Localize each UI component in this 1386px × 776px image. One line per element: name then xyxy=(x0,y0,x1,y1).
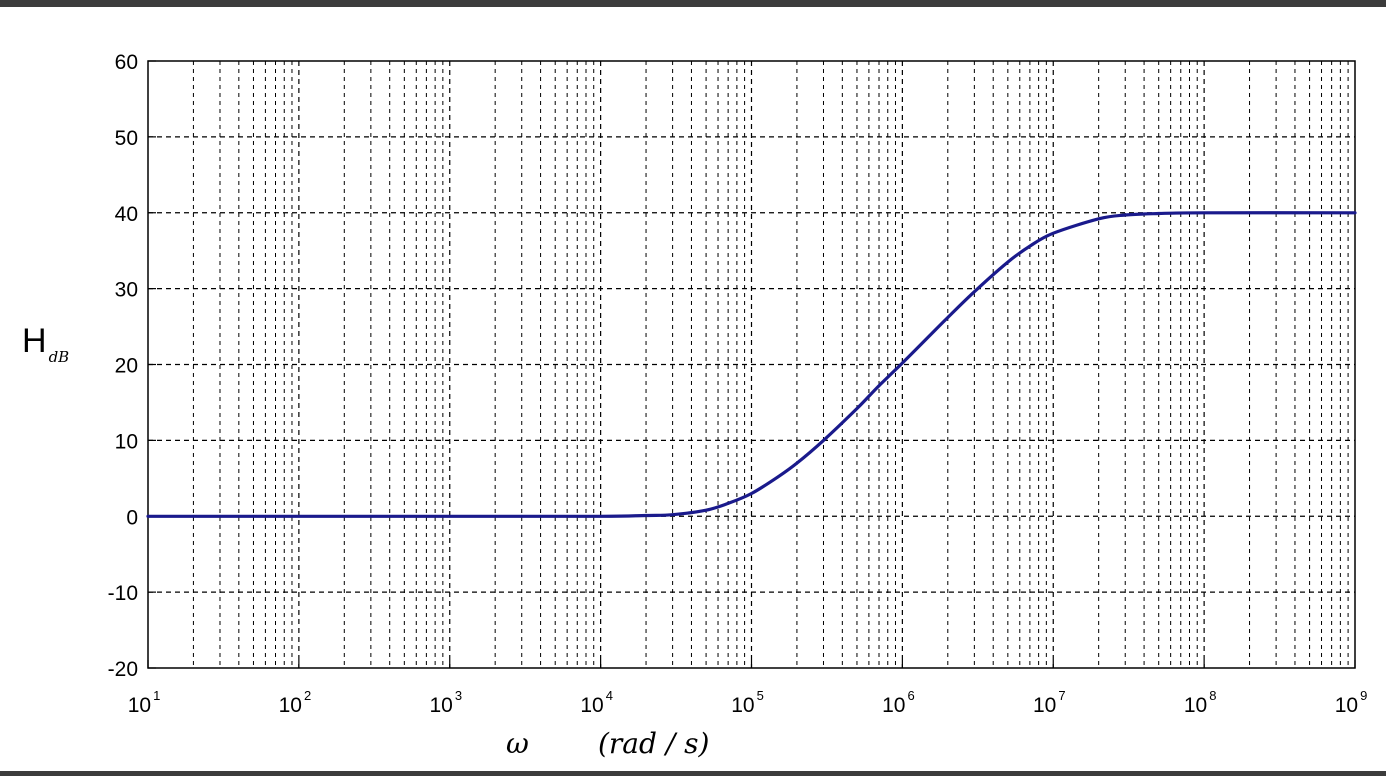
x-axis-unit: (rad / s) xyxy=(598,727,709,760)
x-tick-label-exponent: 2 xyxy=(304,688,311,703)
x-tick-label: 10 9 xyxy=(1335,688,1368,717)
y-axis-label-sub: dB xyxy=(49,348,70,366)
y-tick-label: 40 xyxy=(115,203,138,226)
x-tick-label-base: 10 xyxy=(1335,694,1358,717)
y-tick-label: -10 xyxy=(108,582,138,605)
x-tick-label: 10 3 xyxy=(429,688,462,717)
series-line xyxy=(146,211,1357,518)
y-axis-label-main: H xyxy=(22,322,47,360)
x-tick-label-exponent: 9 xyxy=(1360,688,1367,703)
x-tick-label-base: 10 xyxy=(1184,694,1207,717)
y-tick-label: 60 xyxy=(115,51,138,74)
x-tick-label-base: 10 xyxy=(128,694,151,717)
x-tick-label: 10 7 xyxy=(1033,688,1066,717)
y-tick-label: -20 xyxy=(108,658,138,681)
x-tick-label: 10 1 xyxy=(128,688,161,717)
x-tick-label-exponent: 7 xyxy=(1058,688,1065,703)
x-tick-label-exponent: 1 xyxy=(153,688,160,703)
x-tick-label-base: 10 xyxy=(882,694,905,717)
x-tick-label-base: 10 xyxy=(580,694,603,717)
x-tick-label: 10 2 xyxy=(279,688,312,717)
y-tick-label: 50 xyxy=(115,127,138,150)
grid-lines xyxy=(148,61,1355,668)
x-tick-label-base: 10 xyxy=(279,694,302,717)
y-tick-label: 0 xyxy=(126,506,138,529)
y-tick-label: 30 xyxy=(115,279,138,302)
x-tick-label-base: 10 xyxy=(1033,694,1056,717)
window-bottom-border xyxy=(0,771,1386,776)
window-top-border xyxy=(0,0,1386,7)
x-tick-label-exponent: 6 xyxy=(907,688,914,703)
x-tick-label-exponent: 8 xyxy=(1209,688,1216,703)
x-tick-label-base: 10 xyxy=(731,694,754,717)
x-tick-label-base: 10 xyxy=(429,694,452,717)
y-tick-label: 20 xyxy=(115,355,138,378)
x-tick-label-exponent: 3 xyxy=(455,688,462,703)
x-tick-label: 10 5 xyxy=(731,688,764,717)
x-axis-symbol: ω xyxy=(506,727,529,760)
x-tick-label: 10 8 xyxy=(1184,688,1217,717)
x-tick-label: 10 4 xyxy=(580,688,613,717)
x-tick-label: 10 6 xyxy=(882,688,915,717)
x-tick-label-exponent: 5 xyxy=(757,688,764,703)
y-tick-label: 10 xyxy=(115,430,138,453)
x-tick-label-exponent: 4 xyxy=(606,688,613,703)
